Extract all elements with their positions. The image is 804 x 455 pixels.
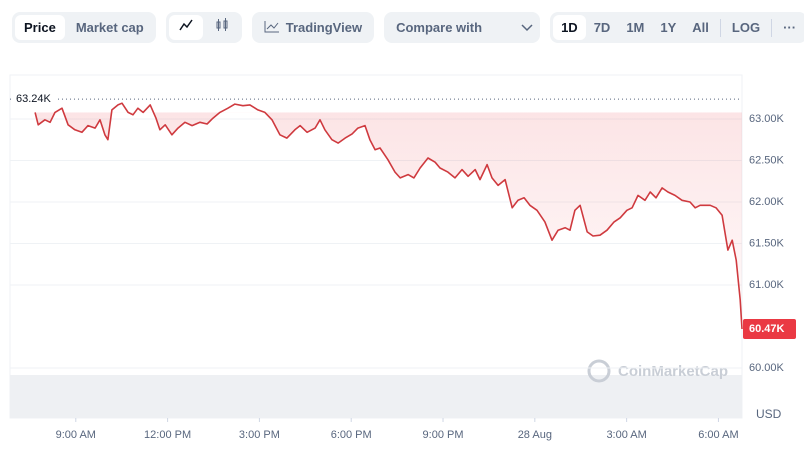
range-group: 1D 7D 1M 1Y All LOG ··· — [550, 12, 804, 43]
toolbar: Price Market cap TradingView Compare wit… — [12, 12, 804, 43]
range-button[interactable]: 1D — [553, 15, 586, 40]
chevron — [521, 23, 533, 31]
range-button[interactable]: LOG — [731, 20, 761, 35]
y-tick-label: 62.50K — [749, 154, 785, 166]
range-button[interactable]: 1Y — [660, 20, 677, 35]
separator — [771, 18, 773, 37]
tradingview-button[interactable]: TradingView — [255, 15, 371, 40]
reference-label-bg — [12, 92, 58, 107]
y-tick-label: 63.00K — [749, 113, 785, 125]
x-tick-label: 3:00 AM — [606, 429, 646, 441]
range-button[interactable]: 7D — [593, 20, 611, 35]
compare-group: Compare with — [384, 12, 541, 43]
y-tick-label: 61.00K — [749, 279, 785, 291]
y-tick-label: 61.50K — [749, 237, 785, 249]
range-button[interactable]: 1M — [626, 20, 645, 35]
x-tick-label: 9:00 AM — [56, 429, 96, 441]
area — [35, 112, 742, 329]
x-tick-label: 9:00 PM — [423, 429, 464, 441]
separator — [719, 18, 721, 37]
volume-band — [10, 375, 742, 418]
range-button[interactable]: ··· — [783, 20, 797, 35]
candle-icon[interactable] — [205, 15, 239, 40]
last-price-badge — [743, 318, 796, 339]
reference-label: 63.24K — [16, 93, 52, 105]
price-line — [34, 102, 743, 330]
chart-style-group — [165, 12, 242, 43]
tradingview-label: TradingView — [285, 20, 363, 35]
y-tick-label: 60.00K — [749, 362, 785, 374]
tradingview-group: TradingView — [251, 12, 375, 43]
currency-label: USD — [756, 407, 782, 421]
tab[interactable]: Market cap — [75, 20, 144, 35]
y-tick-label: 62.00K — [749, 196, 785, 208]
x-tick-label: 12:00 PM — [144, 429, 191, 441]
x-tick-label: 6:00 PM — [331, 429, 372, 441]
tab[interactable]: Price — [15, 15, 65, 40]
x-tick-label: 28 Aug — [518, 429, 552, 441]
watermark-text: CoinMarketCap — [618, 363, 728, 380]
x-tick-label: 6:00 AM — [698, 429, 738, 441]
line-icon[interactable] — [168, 15, 203, 40]
tab-group: Price Market cap — [12, 12, 156, 43]
compare-label[interactable]: Compare with — [396, 20, 483, 35]
watermark: CoinMarketCap — [587, 359, 728, 383]
x-tick-label: 3:00 PM — [239, 429, 280, 441]
last-price-label: 60.47K — [749, 323, 785, 335]
range-button[interactable]: All — [692, 20, 709, 35]
